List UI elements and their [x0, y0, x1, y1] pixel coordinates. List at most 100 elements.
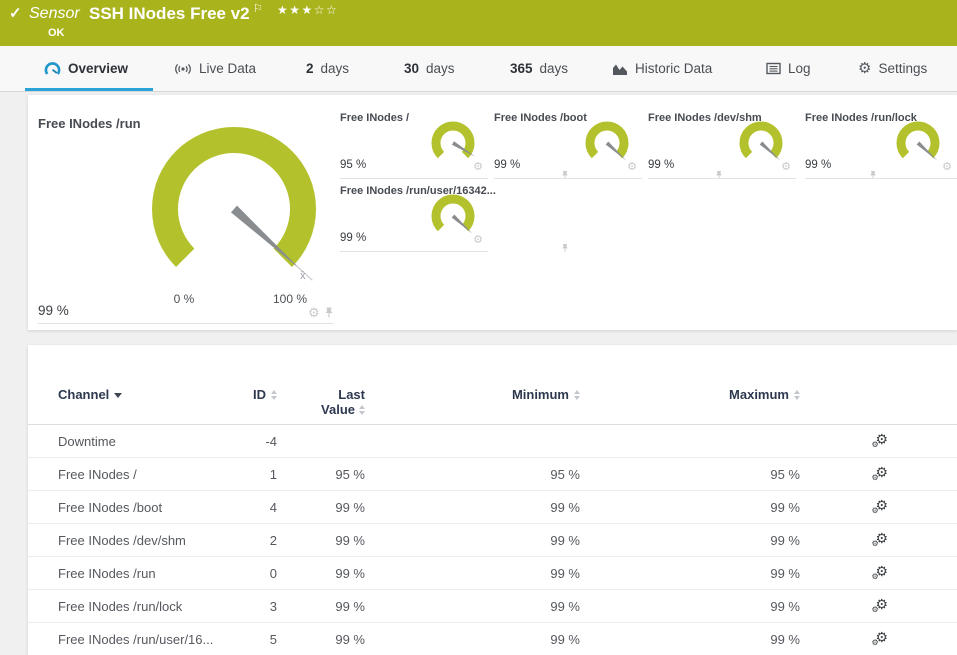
- channel-settings-icon[interactable]: ⚙ ⚙: [871, 596, 889, 614]
- object-kind-label: Sensor: [29, 5, 80, 22]
- mini-gauge-title: Free INodes /: [340, 112, 410, 124]
- mini-gauge-panel: Free INodes / 95 % ⚙: [340, 112, 568, 179]
- minimum-value: 99 %: [550, 499, 580, 515]
- pin-icon[interactable]: [324, 307, 334, 318]
- channel-name: Free INodes /boot: [58, 499, 163, 515]
- channel-name: Free INodes /run/lock: [58, 598, 183, 614]
- pin-icon[interactable]: [715, 170, 723, 180]
- table-body: Downtime -4 ⚙ ⚙ Free INodes / 1 95 % 95 %…: [28, 425, 957, 655]
- sort-icon: [794, 390, 800, 400]
- maximum-value: 99 %: [770, 499, 800, 515]
- mini-gauge-actions: ⚙: [942, 162, 952, 173]
- channel-settings-icon[interactable]: ⚙: [942, 161, 952, 173]
- sensor-title: SSH INodes Free v2: [89, 4, 250, 23]
- column-header-minimum[interactable]: Minimum: [371, 387, 586, 424]
- channel-name: Free INodes /run/user/16...: [58, 631, 214, 647]
- live-data-icon: [175, 63, 191, 74]
- gauge-min-label: 0 %: [173, 292, 195, 306]
- mini-gauge-panel: Free INodes /run/lock 99 % ⚙: [805, 112, 957, 179]
- channel-id: 2: [269, 532, 277, 548]
- mini-gauge-actions: ⚙: [473, 234, 568, 252]
- channel-settings-icon[interactable]: ⚙ ⚙: [871, 530, 889, 548]
- last-value: 99 %: [335, 598, 365, 614]
- tab-live-data[interactable]: Live Data: [174, 46, 256, 91]
- gauge-icon: [44, 62, 61, 75]
- mini-gauge-title: Free INodes /run/user/16342...: [340, 185, 496, 197]
- column-header-channel[interactable]: Channel: [58, 387, 233, 424]
- last-value: 99 %: [335, 631, 365, 647]
- channel-name: Free INodes /run: [58, 565, 156, 581]
- overview-gauges-panel: Free INodes /run x̄ 0 % 100 % 99 % ⚙ Fre…: [28, 95, 957, 330]
- maximum-value: 99 %: [770, 598, 800, 614]
- channel-settings-icon[interactable]: ⚙ ⚙: [871, 464, 889, 482]
- mini-gauge-title: Free INodes /run/lock: [805, 112, 917, 124]
- sort-icon: [574, 390, 580, 400]
- primary-gauge-title: Free INodes /run: [38, 116, 141, 131]
- tab-2-days[interactable]: 2 days: [306, 61, 350, 76]
- channel-settings-icon[interactable]: ⚙ ⚙: [871, 431, 889, 449]
- sort-icon: [359, 405, 365, 417]
- last-value: 95 %: [335, 466, 365, 482]
- channel-settings-icon[interactable]: ⚙: [308, 305, 320, 320]
- tab-bar: Overview Live Data 2 days 30 days 365 da…: [0, 46, 957, 92]
- channel-id: 0: [269, 565, 277, 581]
- mini-gauge-actions: ⚙: [627, 161, 722, 179]
- tab-overview[interactable]: Overview: [44, 46, 128, 91]
- log-icon: [766, 62, 781, 75]
- tab-log[interactable]: Log: [766, 46, 811, 91]
- mean-marker-label: x̄: [300, 270, 306, 282]
- channel-table-panel: Channel ID Last Value Minimum Maximum Do…: [28, 345, 957, 655]
- channel-name: Downtime: [58, 433, 116, 449]
- mini-gauge-title: Free INodes /boot: [494, 112, 587, 124]
- tab-365-days[interactable]: 365 days: [510, 61, 569, 76]
- sensor-header: ✓ Sensor SSH INodes Free v2 ⚐ ★★★☆☆ OK: [0, 0, 957, 46]
- tab-historic-data[interactable]: Historic Data: [612, 46, 712, 91]
- mini-gauge-panel: Free INodes /boot 99 % ⚙: [494, 112, 722, 179]
- tab-30-days[interactable]: 30 days: [404, 61, 455, 76]
- gauge-max-label: 100 %: [272, 292, 308, 306]
- minimum-value: 99 %: [550, 565, 580, 581]
- channel-settings-icon[interactable]: ⚙: [473, 161, 483, 173]
- pin-icon[interactable]: [561, 170, 569, 180]
- primary-gauge-actions: ⚙: [308, 306, 334, 319]
- channel-id: 1: [269, 466, 277, 482]
- mini-gauge: [585, 121, 629, 161]
- sort-desc-icon: [114, 393, 123, 398]
- mini-gauge: [896, 121, 940, 161]
- column-header-id[interactable]: ID: [233, 387, 285, 424]
- minimum-value: 99 %: [550, 598, 580, 614]
- mini-gauge-value: 95 %: [340, 159, 367, 171]
- chart-icon: [613, 64, 627, 75]
- pin-icon[interactable]: [561, 243, 569, 253]
- channel-settings-icon[interactable]: ⚙: [781, 161, 791, 173]
- column-header-last-value[interactable]: Last Value: [321, 387, 365, 417]
- channel-settings-icon[interactable]: ⚙ ⚙: [871, 497, 889, 515]
- minimum-value: 99 %: [550, 532, 580, 548]
- column-header-maximum[interactable]: Maximum: [586, 387, 806, 424]
- channel-settings-icon[interactable]: ⚙ ⚙: [871, 563, 889, 581]
- channel-name: Free INodes /: [58, 466, 137, 482]
- channel-id: -4: [265, 433, 277, 449]
- table-row: Free INodes / 1 95 % 95 % 95 % ⚙ ⚙: [28, 458, 957, 491]
- table-header-row: Channel ID Last Value Minimum Maximum: [28, 345, 957, 425]
- pin-icon[interactable]: [869, 170, 877, 180]
- channel-settings-icon[interactable]: ⚙: [473, 234, 483, 246]
- maximum-value: 99 %: [770, 532, 800, 548]
- divider: [38, 323, 334, 324]
- channel-id: 4: [269, 499, 277, 515]
- table-row: Free INodes /boot 4 99 % 99 % 99 % ⚙ ⚙: [28, 491, 957, 524]
- mini-gauge: [431, 121, 476, 159]
- table-row: Free INodes /run 0 99 % 99 % 99 % ⚙ ⚙: [28, 557, 957, 590]
- sort-icon: [271, 390, 277, 400]
- last-value: 99 %: [335, 532, 365, 548]
- flag-icon[interactable]: ⚐: [253, 3, 263, 15]
- last-value: 99 %: [335, 499, 365, 515]
- channel-settings-icon[interactable]: ⚙ ⚙: [871, 629, 889, 647]
- status-check-icon: ✓: [9, 5, 22, 22]
- channel-settings-icon[interactable]: ⚙: [627, 161, 637, 173]
- mini-gauge: [739, 121, 783, 161]
- tab-settings[interactable]: ⚙ Settings: [858, 60, 928, 77]
- priority-stars[interactable]: ★★★☆☆: [277, 3, 339, 17]
- maximum-value: 99 %: [770, 631, 800, 647]
- table-row: Free INodes /run/lock 3 99 % 99 % 99 % ⚙…: [28, 590, 957, 623]
